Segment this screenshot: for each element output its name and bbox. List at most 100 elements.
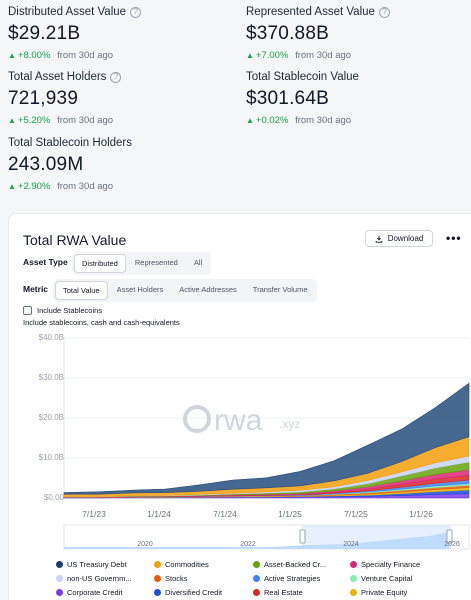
stat-distributed-asset-value: Distributed Asset Value? $29.21B ▲ +8.00%… (8, 6, 142, 61)
info-icon[interactable]: ? (130, 6, 142, 18)
legend-item[interactable]: Asset-Backed Cr... (253, 560, 350, 569)
legend-item[interactable]: US Treasury Debt (56, 560, 154, 569)
stat-value: $29.21B (8, 23, 81, 44)
stat-change-suffix: from 30d ago (57, 181, 114, 192)
tab-transfer-volume[interactable]: Transfer Volume (252, 285, 308, 294)
stat-change-suffix: from 30d ago (295, 50, 352, 61)
arrow-up-icon: ▲ (246, 116, 254, 125)
arrow-up-icon: ▲ (8, 51, 16, 60)
stat-change: +5.20% (17, 115, 51, 126)
legend-item[interactable]: Stocks (154, 574, 253, 583)
stat-change-suffix: from 30d ago (295, 115, 352, 126)
tab-represented[interactable]: Represented (134, 258, 178, 267)
stat-total-stablecoin-holders: Total Stablecoin Holders 243.09M ▲ +2.90%… (8, 137, 132, 192)
stat-change: +2.90% (17, 181, 51, 192)
time-range-brush[interactable] (63, 524, 470, 550)
brush-year-label: 2024 (343, 541, 359, 548)
legend-label: Private Equity (361, 588, 408, 597)
legend-item[interactable]: Corporate Credit (56, 588, 154, 597)
area-series-real-estate[interactable] (63, 484, 470, 498)
stat-label: Total Stablecoin Value (246, 71, 359, 83)
legend-swatch (154, 589, 161, 596)
legend-item[interactable]: Venture Capital (350, 574, 450, 583)
asset-type-label: Asset Type (23, 257, 68, 267)
y-tick-label: $0.00 (43, 493, 64, 502)
legend-swatch (253, 575, 260, 582)
legend-item[interactable]: non-US Governm... (56, 574, 154, 583)
include-stablecoins-label: Include Stablecoins (37, 306, 103, 315)
legend-label: Active Strategies (264, 574, 321, 583)
stat-label: Represented Asset Value (246, 6, 375, 18)
card-title: Total RWA Value (23, 232, 127, 248)
metric-toggle: Total Value Asset Holders Active Address… (53, 279, 317, 302)
legend-item[interactable]: Active Strategies (253, 574, 350, 583)
stat-total-stablecoin-value: Total Stablecoin Value $301.64B ▲ +0.02% … (246, 71, 359, 126)
legend-swatch (350, 589, 357, 596)
metric-label: Metric (23, 284, 49, 294)
watermark-suffix: .xyz (279, 417, 300, 431)
y-tick-label: $10.0B (38, 453, 64, 462)
info-icon[interactable]: ? (378, 6, 390, 18)
area-series-active-strategies[interactable] (64, 479, 470, 498)
brush-handle-left (299, 529, 306, 544)
y-tick-label: $20.0B (38, 413, 64, 422)
legend-swatch (56, 561, 63, 568)
area-series-private-equity[interactable] (63, 487, 470, 498)
more-options-icon[interactable]: ••• (446, 231, 462, 245)
download-button[interactable]: Download (365, 230, 433, 247)
info-icon[interactable]: ? (110, 71, 122, 83)
brush-year-label: 2022 (240, 541, 256, 548)
stat-value: 243.09M (8, 154, 84, 175)
tab-all[interactable]: All (193, 258, 203, 267)
stat-label: Distributed Asset Value (8, 6, 127, 18)
area-series-non-us-governm[interactable] (63, 455, 470, 498)
tab-distributed[interactable]: Distributed (74, 254, 126, 273)
stat-represented-asset-value: Represented Asset Value? $370.88B ▲ +7.00… (246, 6, 390, 61)
legend-label: Diversified Credit (165, 588, 223, 597)
legend-item[interactable]: Specialty Finance (350, 560, 450, 569)
legend-item[interactable]: Commodities (154, 560, 253, 569)
arrow-up-icon: ▲ (8, 182, 16, 191)
tab-asset-holders[interactable]: Asset Holders (116, 285, 164, 294)
chart-legend: US Treasury Debt Commodities Asset-Backed … (56, 560, 450, 597)
stat-label: Total Stablecoin Holders (8, 137, 133, 149)
legend-swatch (253, 589, 260, 596)
area-series-venture-capital[interactable] (64, 483, 470, 498)
legend-item[interactable]: Private Equity (350, 588, 450, 597)
download-icon (375, 235, 382, 243)
include-stablecoins-description: Include stablecoins, cash and cash-equiv… (23, 318, 180, 327)
arrow-up-icon: ▲ (8, 116, 16, 125)
area-series-corporate-credit[interactable] (63, 493, 470, 499)
legend-label: Commodities (165, 560, 209, 569)
x-tick-label: 1/1/25 (278, 509, 302, 519)
rwa-watermark: rwa .xyz (183, 404, 300, 437)
stat-label: Total Asset Holders (8, 71, 107, 83)
area-series-stocks[interactable] (63, 474, 470, 498)
tab-total-value[interactable]: Total Value (55, 281, 108, 300)
legend-item[interactable]: Real Estate (253, 588, 350, 597)
x-tick-label: 7/1/23 (82, 509, 106, 519)
stat-value: $370.88B (246, 23, 329, 44)
x-tick-label: 7/1/24 (213, 509, 237, 519)
include-stablecoins-row[interactable]: Include Stablecoins (23, 306, 102, 315)
x-tick-label: 7/1/25 (344, 509, 368, 519)
area-series-us-treasury-debt[interactable] (63, 382, 470, 495)
area-series-commodities[interactable] (63, 436, 470, 497)
legend-label: Venture Capital (361, 574, 413, 583)
stat-change: +0.02% (255, 115, 289, 126)
y-tick-label: $30.0B (38, 373, 64, 382)
stat-value: $301.64B (246, 88, 329, 109)
area-series-asset-backed-cr[interactable] (63, 461, 470, 498)
x-tick-label: 1/1/26 (409, 509, 433, 519)
tab-active-addresses[interactable]: Active Addresses (179, 285, 237, 294)
legend-label: Stocks (165, 574, 188, 583)
include-stablecoins-checkbox[interactable] (23, 306, 32, 315)
area-series-diversified-credit[interactable] (63, 489, 470, 499)
area-series-specialty-finance[interactable] (63, 469, 470, 498)
legend-item[interactable]: Diversified Credit (154, 588, 253, 597)
asset-type-toggle: Distributed Represented All (72, 252, 212, 275)
stat-change: +8.00% (17, 50, 51, 61)
legend-label: non-US Governm... (67, 574, 132, 583)
legend-swatch (56, 589, 63, 596)
legend-swatch (350, 575, 357, 582)
